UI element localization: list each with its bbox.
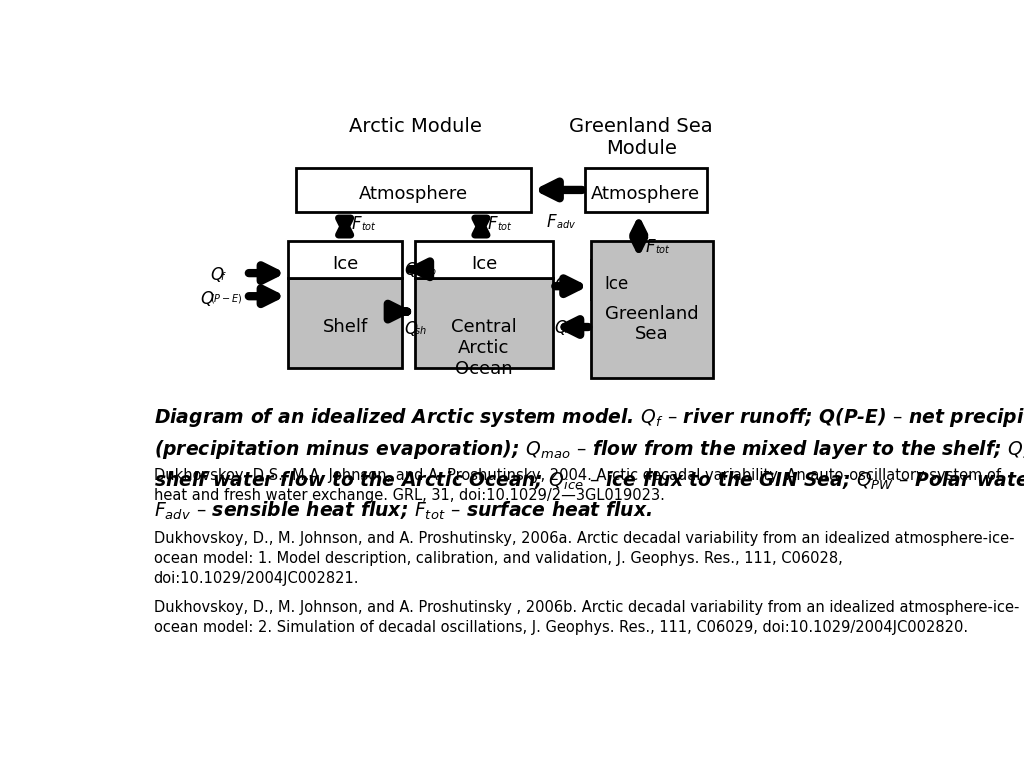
Text: Arctic Module: Arctic Module xyxy=(349,117,482,136)
Text: Dukhovskoy, D., M. Johnson, and A. Proshutinsky, 2006a. Arctic decadal variabili: Dukhovskoy, D., M. Johnson, and A. Prosh… xyxy=(154,531,1014,586)
Text: Ice: Ice xyxy=(332,256,358,273)
Text: $F$: $F$ xyxy=(645,238,656,257)
Bar xyxy=(591,260,641,299)
Text: $F$: $F$ xyxy=(487,215,499,233)
Text: Dukhovskoy, D., M. Johnson, and A. Proshutinsky , 2006b. Arctic decadal variabil: Dukhovskoy, D., M. Johnson, and A. Prosh… xyxy=(154,601,1019,635)
Text: $_{(P-E)}$: $_{(P-E)}$ xyxy=(210,293,243,306)
Bar xyxy=(416,241,553,278)
Text: $_{tot}$: $_{tot}$ xyxy=(497,219,513,233)
Bar xyxy=(289,278,402,368)
Text: Greenland
Sea: Greenland Sea xyxy=(605,305,698,343)
Text: $_{PW}$: $_{PW}$ xyxy=(564,322,582,336)
Text: Diagram of an idealized Arctic system model. $Q_f$ – river runoff; Q(P-E) – net : Diagram of an idealized Arctic system mo… xyxy=(154,406,1024,522)
Text: $_{tot}$: $_{tot}$ xyxy=(655,243,671,257)
Text: Ice: Ice xyxy=(471,256,497,273)
Text: Greenland Sea
Module: Greenland Sea Module xyxy=(569,117,713,157)
Text: Atmosphere: Atmosphere xyxy=(359,185,468,204)
Text: $Q$: $Q$ xyxy=(554,276,568,294)
Text: $_{mao}$: $_{mao}$ xyxy=(414,264,437,278)
Text: $_{tot}$: $_{tot}$ xyxy=(360,219,377,233)
Bar xyxy=(591,241,713,378)
Bar xyxy=(585,167,707,212)
Bar xyxy=(296,167,531,212)
Text: $Q$: $Q$ xyxy=(200,289,214,307)
Text: $Q$: $Q$ xyxy=(554,318,568,337)
Text: Ice: Ice xyxy=(604,276,628,293)
Text: $_{ice}$: $_{ice}$ xyxy=(564,280,580,293)
Text: $Q$: $Q$ xyxy=(403,319,419,339)
Text: $_{sh}$: $_{sh}$ xyxy=(414,323,427,337)
Bar xyxy=(289,241,402,278)
Text: $_{f}$: $_{f}$ xyxy=(220,270,226,283)
Text: $Q$: $Q$ xyxy=(210,266,224,284)
Text: Shelf: Shelf xyxy=(323,318,368,336)
Bar xyxy=(416,278,553,368)
Text: Dukhovskoy, D.S., M.A. Johnson, and A. Proshutinsky, 2004. Arctic decadal variab: Dukhovskoy, D.S., M.A. Johnson, and A. P… xyxy=(154,468,1000,503)
Text: $F$: $F$ xyxy=(547,213,558,231)
Text: $_{adv}$: $_{adv}$ xyxy=(556,217,577,231)
Text: $F$: $F$ xyxy=(351,215,362,233)
Text: Atmosphere: Atmosphere xyxy=(591,185,700,204)
Text: Central
Arctic
Ocean: Central Arctic Ocean xyxy=(452,318,517,378)
Text: $Q$: $Q$ xyxy=(403,260,419,279)
